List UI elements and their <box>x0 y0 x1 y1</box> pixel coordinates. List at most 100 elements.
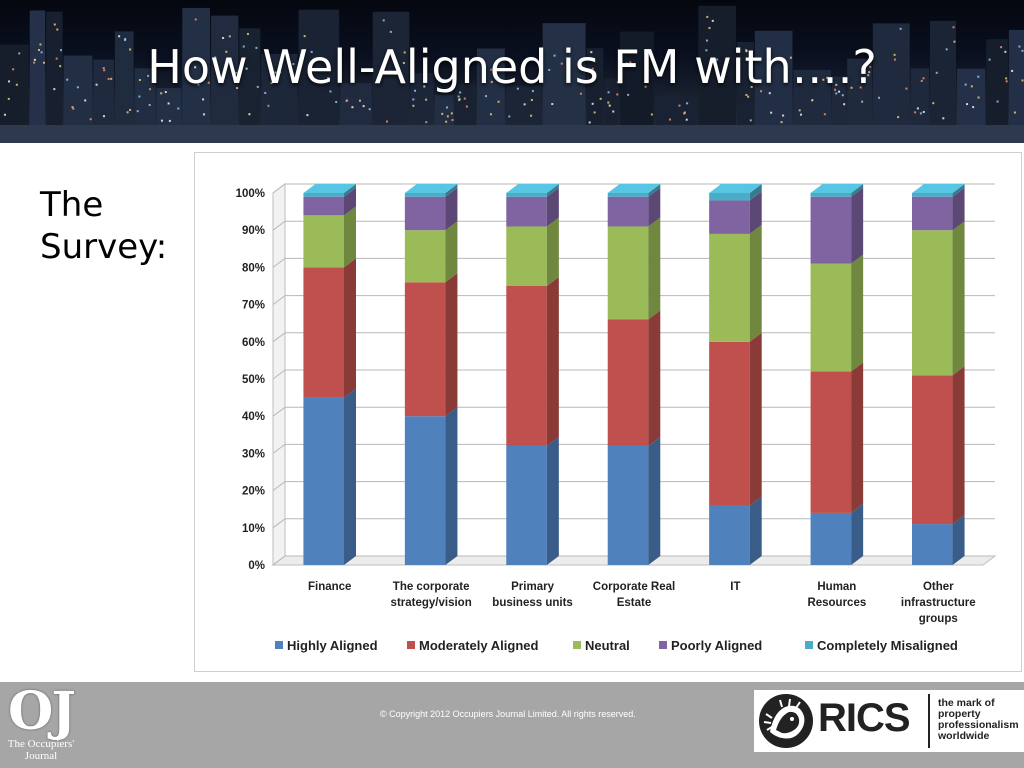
skyline-light <box>966 103 969 106</box>
slide-title: How Well-Aligned is FM with….? <box>147 40 877 94</box>
bar-segment-front <box>810 263 852 372</box>
skyline-light <box>760 90 763 93</box>
skyline-light <box>160 92 163 95</box>
bar-segment-front <box>506 445 547 565</box>
skyline-light <box>1013 111 1016 114</box>
skyline-light <box>530 98 533 101</box>
bar-segment-side <box>445 221 458 283</box>
skyline-building <box>986 39 1008 125</box>
skyline-light <box>497 100 500 103</box>
skyline-light <box>306 114 309 117</box>
legend-swatch <box>659 641 667 649</box>
bar-segment-front <box>709 341 750 506</box>
skyline-light <box>964 83 967 86</box>
bar-segment-top <box>506 184 559 193</box>
bar-segment <box>404 187 458 231</box>
skyline-light <box>245 67 248 70</box>
stacked-bar-chart: 0% 10% 20% 30% 40% 50% 60% 70% 80% 90% 100% Finance… <box>236 183 997 653</box>
skyline-light <box>899 27 902 30</box>
skyline-light <box>310 50 313 53</box>
skyline-light <box>770 111 773 114</box>
skyline-light <box>977 75 980 78</box>
skyline-building <box>93 59 114 125</box>
y-tick-label: 0% <box>248 560 265 572</box>
skyline-light <box>711 19 714 22</box>
skyline-light <box>551 103 554 106</box>
skyline-building <box>957 68 986 125</box>
rics-wordmark: RICS <box>818 696 911 740</box>
bar-segment <box>303 187 356 216</box>
skyline-light <box>33 61 36 64</box>
skyline-light <box>126 111 129 114</box>
bar-segment-front <box>404 193 446 197</box>
skyline-light <box>149 88 152 91</box>
skyline-light <box>3 113 6 116</box>
skyline-light <box>747 95 750 98</box>
bar-segment-side <box>546 217 559 286</box>
skyline-light <box>868 71 871 74</box>
skyline-building <box>698 5 736 126</box>
bar-segment-side <box>851 184 864 197</box>
skyline-light <box>403 51 406 54</box>
bar-segment <box>912 184 965 197</box>
skyline-building <box>754 30 793 126</box>
skyline-light <box>516 87 519 90</box>
bar-segment-front <box>912 230 953 376</box>
bar-segment-side <box>546 436 559 565</box>
bar-segment <box>709 184 762 201</box>
bar-segment <box>506 436 559 565</box>
skyline-light <box>138 95 141 98</box>
occupiers-journal-logo: OJ The Occupiers' Journal <box>0 686 82 766</box>
skyline-light <box>749 119 752 122</box>
skyline-light <box>869 65 872 68</box>
bar-segment-side <box>546 277 559 446</box>
bar-segment-front <box>912 193 953 197</box>
survey-label-line1: The <box>40 185 104 225</box>
skyline-light <box>423 85 426 88</box>
bar-segment <box>810 187 864 264</box>
skyline-light <box>228 35 231 38</box>
bar-segment-front <box>709 233 750 342</box>
bar-segment-side <box>851 362 864 513</box>
skyline-light <box>798 109 801 112</box>
skyline-light <box>705 39 708 42</box>
skyline-light <box>389 30 392 33</box>
skyline-light <box>194 66 197 69</box>
skyline-light <box>668 118 671 121</box>
skyline-light <box>168 119 171 122</box>
skyline-light <box>55 57 58 60</box>
skyline-light <box>750 85 753 88</box>
skyline-light <box>335 101 338 104</box>
legend-swatch <box>573 641 581 649</box>
skyline-building <box>542 23 586 125</box>
y-tick-label: 40% <box>242 411 265 423</box>
bar-segment <box>607 436 661 565</box>
skyline-light <box>76 86 79 89</box>
x-category-label: The corporate <box>393 581 470 593</box>
bar-segment-side <box>749 332 762 506</box>
skyline-light <box>608 104 611 107</box>
x-category-label: Corporate Real <box>593 581 675 593</box>
skyline-light <box>508 115 511 118</box>
skyline-building <box>476 48 505 125</box>
copyright-text: © Copyright 2012 Occupiers Journal Limit… <box>380 709 636 719</box>
skyline-light <box>72 107 75 110</box>
bar-segment-side <box>851 254 864 372</box>
skyline-light <box>922 77 925 80</box>
skyline-light <box>292 62 295 65</box>
skyline-light <box>246 32 249 35</box>
bar-segment-front <box>303 193 344 197</box>
skyline-building <box>134 68 156 125</box>
skyline-light <box>1018 45 1021 48</box>
skyline-light <box>71 106 74 109</box>
bar-segment-front <box>404 230 446 283</box>
skyline-light <box>458 98 461 101</box>
bar-segment <box>506 187 559 227</box>
bar-segment-front <box>709 200 750 234</box>
bar-segment-front <box>506 286 547 446</box>
x-category-label: business units <box>492 597 573 609</box>
skyline-light <box>878 96 881 99</box>
skyline-light <box>553 54 556 57</box>
skyline-light <box>53 23 56 26</box>
x-category-label: Finance <box>308 581 351 593</box>
